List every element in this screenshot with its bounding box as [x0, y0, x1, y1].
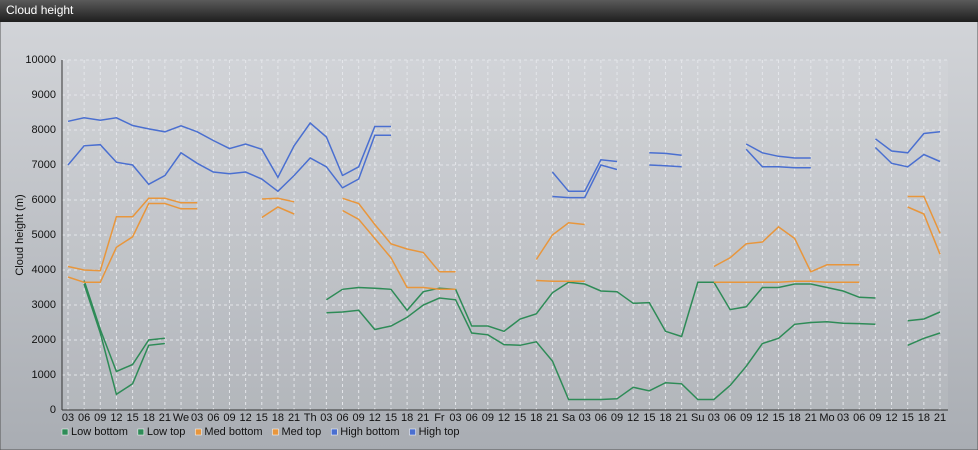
x-tick-label: 15 [126, 412, 138, 424]
y-tick-label: 7000 [32, 159, 56, 171]
legend-label: Med top [282, 426, 322, 438]
x-tick-label: Fr [434, 412, 445, 424]
y-tick-label: 4000 [32, 264, 56, 276]
x-tick-label: 06 [595, 412, 607, 424]
x-tick-label: 09 [482, 412, 494, 424]
series-line [83, 280, 941, 373]
x-tick-label: 09 [869, 412, 881, 424]
x-tick-label: 12 [240, 412, 252, 424]
y-tick-label: 1000 [32, 369, 56, 381]
x-tick-label: We [173, 412, 189, 424]
y-tick-label: 0 [50, 404, 56, 416]
series-line [83, 283, 941, 401]
y-tick-label: 9000 [32, 89, 56, 101]
x-tick-label: 18 [659, 412, 671, 424]
x-tick-label: 15 [902, 412, 914, 424]
x-tick-label: 12 [498, 412, 510, 424]
x-tick-label: 18 [401, 412, 413, 424]
series-line [67, 117, 941, 193]
x-tick-label: 21 [417, 412, 429, 424]
y-tick-label: 2000 [32, 334, 56, 346]
x-tick-label: 15 [643, 412, 655, 424]
series-line [67, 195, 941, 273]
legend-label: Low bottom [71, 426, 128, 438]
x-tick-label: 18 [918, 412, 930, 424]
legend-swatch [195, 428, 202, 436]
legend-label: High bottom [340, 426, 399, 438]
x-tick-label: 21 [934, 412, 946, 424]
legend-swatch [272, 428, 279, 436]
x-tick-label: 21 [546, 412, 558, 424]
chart-title: Cloud height [6, 3, 74, 17]
legend-swatch [409, 428, 416, 436]
x-tick-label: 03 [708, 412, 720, 424]
y-tick-label: 10000 [25, 54, 56, 66]
x-tick-label: 15 [772, 412, 784, 424]
x-tick-label: 18 [272, 412, 284, 424]
x-tick-label: 18 [143, 412, 155, 424]
x-tick-label: 15 [514, 412, 526, 424]
y-tick-label: 3000 [32, 299, 56, 311]
x-tick-label: 12 [369, 412, 381, 424]
x-tick-label: 12 [885, 412, 897, 424]
x-tick-label: 03 [449, 412, 461, 424]
x-tick-label: 03 [837, 412, 849, 424]
x-tick-label: 06 [78, 412, 90, 424]
x-tick-label: Su [691, 412, 704, 424]
x-tick-label: 15 [385, 412, 397, 424]
series-line [67, 134, 941, 199]
y-axis-label: Cloud height (m) [14, 194, 26, 275]
y-tick-label: 8000 [32, 124, 56, 136]
legend-label: Med bottom [204, 426, 262, 438]
x-tick-label: 03 [579, 412, 591, 424]
x-tick-label: 12 [627, 412, 639, 424]
x-tick-label: 06 [724, 412, 736, 424]
legend-label: Low top [147, 426, 186, 438]
x-tick-label: 21 [676, 412, 688, 424]
x-tick-label: 21 [805, 412, 817, 424]
x-tick-label: 09 [611, 412, 623, 424]
x-tick-label: 09 [353, 412, 365, 424]
x-tick-label: 12 [756, 412, 768, 424]
header [0, 0, 978, 22]
x-tick-label: 12 [110, 412, 122, 424]
x-tick-label: 06 [853, 412, 865, 424]
x-tick-label: 06 [207, 412, 219, 424]
x-tick-label: 21 [288, 412, 300, 424]
legend-swatch [137, 428, 145, 436]
series-line [67, 202, 941, 291]
x-tick-label: 15 [256, 412, 268, 424]
x-tick-label: 18 [530, 412, 542, 424]
x-tick-label: 18 [789, 412, 801, 424]
x-tick-label: 21 [159, 412, 171, 424]
x-tick-label: 09 [223, 412, 235, 424]
x-tick-label: 03 [191, 412, 203, 424]
y-tick-label: 6000 [32, 194, 56, 206]
legend-swatch [331, 428, 338, 436]
x-tick-label: 09 [740, 412, 752, 424]
x-tick-label: Th [304, 412, 317, 424]
x-tick-label: Mo [819, 412, 834, 424]
x-tick-label: 09 [94, 412, 106, 424]
x-tick-label: 06 [336, 412, 348, 424]
x-tick-label: 03 [320, 412, 332, 424]
x-tick-label: Sa [562, 412, 576, 424]
x-tick-label: 06 [466, 412, 478, 424]
legend-label: High top [419, 426, 460, 438]
legend-swatch [61, 428, 69, 436]
x-tick-label: 03 [62, 412, 74, 424]
y-tick-label: 5000 [32, 229, 56, 241]
